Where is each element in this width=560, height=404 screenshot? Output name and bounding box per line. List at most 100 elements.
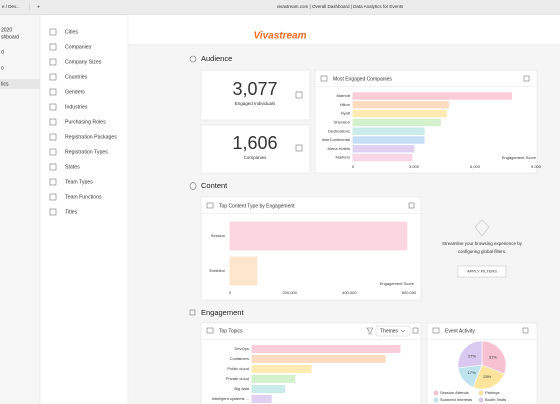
kpi-card bbox=[200, 124, 311, 174]
bar bbox=[352, 118, 441, 127]
sidebar bbox=[0, 14, 40, 404]
legend-swatch bbox=[478, 390, 484, 396]
legend-label[interactable]: Scanned Interests bbox=[440, 397, 472, 402]
bar-label: Marriott bbox=[336, 93, 350, 98]
sidebar-item[interactable]: tics bbox=[1, 81, 9, 87]
bar-label: Mena Hotels bbox=[328, 146, 350, 151]
slice-label: 27% bbox=[468, 353, 476, 358]
bar-label: Hyatt bbox=[341, 111, 351, 116]
bar-label: Sheraton bbox=[334, 119, 350, 124]
menu-item[interactable]: Companies bbox=[65, 44, 92, 50]
menu-item[interactable]: Team Functions bbox=[65, 194, 102, 200]
x-tick-label: 6,000 bbox=[470, 164, 481, 169]
bar bbox=[251, 345, 401, 353]
sidebar-item[interactable]: 2020 bbox=[1, 27, 12, 33]
bar bbox=[229, 256, 258, 286]
bar-label: InterContinental bbox=[322, 137, 350, 142]
bar bbox=[352, 145, 415, 153]
bar bbox=[251, 375, 296, 383]
bar bbox=[352, 92, 513, 100]
x-tick-label: 400,000 bbox=[342, 290, 357, 295]
legend-swatch bbox=[433, 390, 439, 396]
x-tick-label: 0 bbox=[352, 164, 355, 169]
new-tab[interactable]: + bbox=[37, 4, 40, 10]
dropdown-label[interactable]: Themes bbox=[380, 328, 399, 334]
kpi-label: Companies bbox=[244, 155, 268, 160]
menu bbox=[39, 14, 129, 404]
bar bbox=[251, 395, 272, 403]
kpi-value: 3,077 bbox=[232, 79, 277, 99]
x-tick-label: 600,000 bbox=[402, 290, 417, 295]
legend-swatch bbox=[478, 397, 484, 403]
axis-label: Engagement Score bbox=[380, 281, 415, 286]
bar-label: Hilton bbox=[340, 102, 350, 107]
pie-slice bbox=[481, 340, 507, 375]
sidebar-item[interactable]: d bbox=[1, 49, 4, 55]
menu-item[interactable]: Cities bbox=[65, 29, 78, 35]
slice-label: 17% bbox=[468, 370, 476, 375]
bar bbox=[251, 355, 386, 363]
menu-item[interactable]: Industries bbox=[65, 104, 88, 110]
section-title: Engagement bbox=[201, 308, 244, 317]
menu-item[interactable]: Company Sizes bbox=[65, 59, 102, 65]
menu-item[interactable]: Team Types bbox=[65, 179, 93, 185]
bar-label: Private cloud bbox=[226, 376, 249, 381]
x-tick-label: 3,000 bbox=[409, 164, 420, 169]
logo[interactable]: Vivastream bbox=[254, 31, 307, 42]
bar-label: Containers bbox=[230, 356, 249, 361]
url[interactable]: vivastream.com | Overall Dashboard | Dat… bbox=[277, 4, 404, 9]
dropdown[interactable] bbox=[375, 325, 411, 337]
bar-label: DevOps bbox=[235, 346, 249, 351]
menu-item[interactable]: Countries bbox=[65, 74, 88, 80]
legend-swatch bbox=[433, 397, 439, 403]
bar bbox=[229, 221, 408, 251]
menu-item[interactable]: Genders bbox=[65, 89, 85, 95]
sidebar-item[interactable]: shboard bbox=[1, 34, 19, 40]
section-title: Content bbox=[201, 181, 228, 190]
bar-label: Marketo bbox=[336, 155, 351, 160]
chart-title: Top Content Type by Engagement bbox=[219, 203, 295, 209]
legend-label[interactable]: Booth Visits bbox=[485, 397, 506, 402]
browser-bar bbox=[0, 0, 560, 14]
slice-label: 25% bbox=[483, 374, 491, 379]
bar bbox=[352, 136, 425, 144]
chart-title: Top Topics bbox=[219, 328, 243, 334]
pie-slice bbox=[472, 364, 505, 390]
empty-text: configuring global filters. bbox=[458, 249, 507, 254]
legend-label[interactable]: Session Attends bbox=[440, 390, 469, 395]
bar-label: Big data bbox=[234, 386, 249, 391]
x-tick-label: 0 bbox=[229, 290, 232, 295]
slice-label: 31% bbox=[489, 355, 497, 360]
chart-title: Event Activity bbox=[445, 328, 475, 334]
menu-item[interactable]: Registration Packages bbox=[65, 134, 117, 140]
menu-item[interactable]: Registration Types bbox=[65, 149, 108, 155]
menu-item[interactable]: Titles bbox=[65, 209, 78, 215]
menu-item[interactable]: States bbox=[65, 164, 80, 170]
bar-label: Intelligent systems ... bbox=[212, 396, 249, 401]
x-tick-label: 9,000 bbox=[531, 164, 542, 169]
legend-label[interactable]: Pairings bbox=[485, 390, 499, 395]
bar-label: Destinations bbox=[328, 128, 350, 133]
browser-tab[interactable]: e / Dev... bbox=[2, 4, 20, 9]
apply-filters-button[interactable] bbox=[457, 265, 507, 278]
bar bbox=[352, 127, 425, 135]
bar bbox=[352, 101, 449, 109]
kpi-label: Engaged Individuals bbox=[235, 101, 276, 106]
menu-item[interactable]: Purchasing Roles bbox=[65, 119, 106, 125]
pie-slice bbox=[457, 340, 483, 369]
button-label[interactable]: APPLY FILTERS bbox=[467, 269, 497, 274]
kpi-card bbox=[200, 69, 311, 121]
sidebar-item[interactable]: o bbox=[1, 65, 4, 71]
bar-label: Public cloud bbox=[227, 366, 249, 371]
bar-label: Session bbox=[211, 233, 225, 238]
bar bbox=[251, 385, 285, 393]
section-title: Audience bbox=[201, 54, 232, 63]
axis-label: Engagement Score bbox=[502, 155, 537, 160]
x-tick-label: 200,000 bbox=[282, 290, 297, 295]
chart-title: Most Engaged Companies bbox=[333, 76, 392, 82]
kpi-value: 1,606 bbox=[232, 133, 277, 153]
bar-label: Exhibitor bbox=[209, 268, 225, 273]
chart-card bbox=[200, 322, 422, 404]
bar bbox=[251, 365, 312, 373]
